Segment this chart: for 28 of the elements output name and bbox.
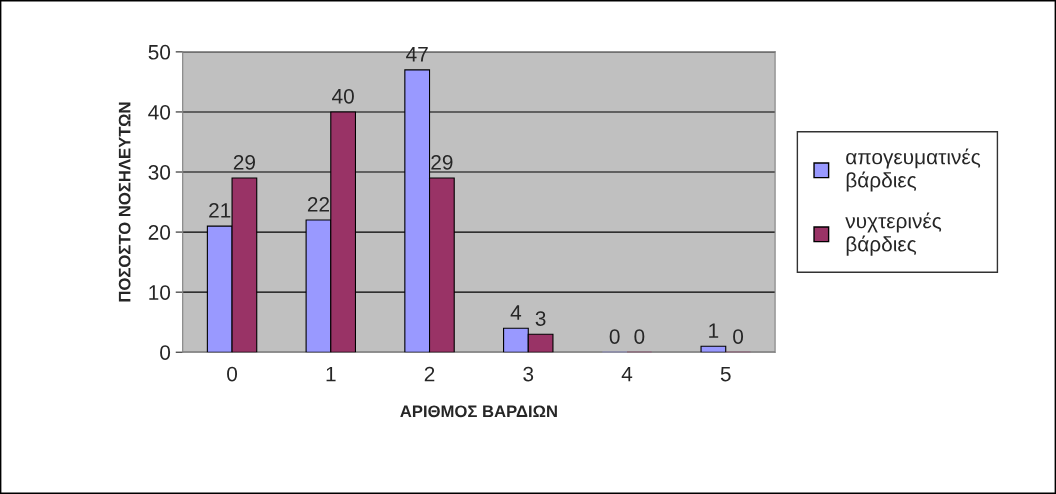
data-label: 0 <box>733 329 744 344</box>
y-tick-label: 20 <box>148 225 171 240</box>
x-axis-title: ΑΡΙΘΜΟΣ ΒΑΡΔΙΩΝ <box>400 405 557 418</box>
data-label: 4 <box>510 305 522 320</box>
x-tick-label: 4 <box>621 366 633 382</box>
y-tick-label: 40 <box>148 104 171 120</box>
data-label: 47 <box>406 47 428 62</box>
legend-label: νυχτερινές βάρδιες <box>845 212 942 256</box>
data-label: 22 <box>307 197 329 212</box>
data-label: 3 <box>535 311 546 326</box>
x-tick-label: 5 <box>720 366 731 382</box>
y-tick-label: 10 <box>149 285 171 300</box>
data-label: 29 <box>431 154 453 170</box>
data-label: 1 <box>709 323 719 338</box>
legend-label: απογευματινές βάρδιες <box>846 148 981 192</box>
data-label: 0 <box>609 329 620 344</box>
y-tick-label: 30 <box>148 165 171 180</box>
y-tick-label: 50 <box>148 44 171 60</box>
data-label: 29 <box>233 154 255 170</box>
data-label: 21 <box>209 203 231 218</box>
y-tick-label: 0 <box>160 345 171 360</box>
x-tick-label: 1 <box>326 366 336 382</box>
x-tick-label: 0 <box>227 366 238 382</box>
data-label: 40 <box>332 88 354 104</box>
data-label: 0 <box>634 329 645 344</box>
y-axis-title: ΠΟΣΟΣΤΟ ΝΟΣΗΛΕΥΤΩΝ <box>118 102 131 302</box>
x-tick-label: 2 <box>424 366 435 382</box>
x-tick-label: 3 <box>523 366 534 382</box>
